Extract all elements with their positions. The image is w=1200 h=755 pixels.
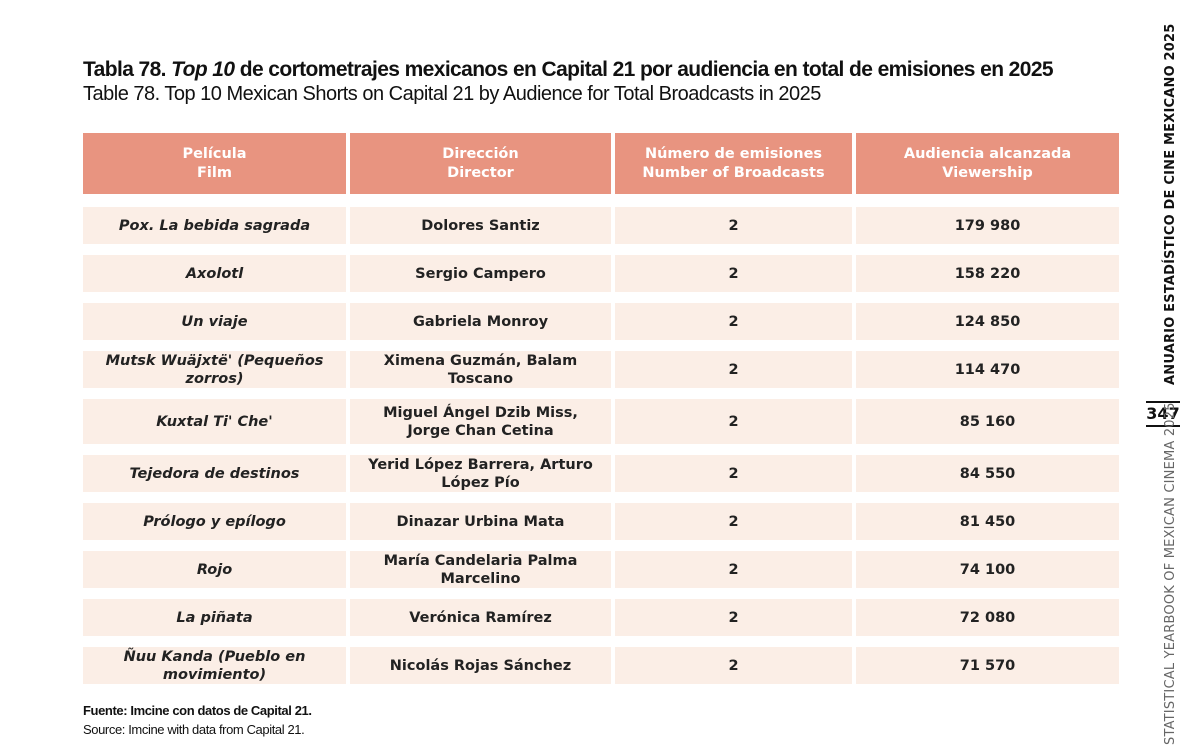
director-line: Yerid López Barrera, Arturo López Pío: [368, 456, 593, 491]
director-cell: Dinazar Urbina Mata: [350, 503, 611, 540]
broadcasts-cell: 2: [615, 351, 852, 388]
director-line: Dinazar Urbina Mata: [396, 513, 565, 530]
film-cell: Kuxtal Ti' Che': [83, 399, 346, 444]
director-cell: Dolores Santiz: [350, 207, 611, 244]
director-line: María Candelaria Palma Marcelino: [383, 552, 578, 587]
viewership-cell: 84 550: [856, 455, 1119, 492]
broadcasts-cell: 2: [615, 303, 852, 340]
header-broadcasts-en: Number of Broadcasts: [642, 164, 825, 181]
viewership-cell: 85 160: [856, 399, 1119, 444]
director-line: Sergio Campero: [415, 265, 546, 282]
viewership-cell: 71 570: [856, 647, 1119, 684]
header-film-es: Película: [182, 145, 247, 162]
page-number-rule-bottom: [1146, 425, 1180, 427]
film-cell: Ñuu Kanda (Pueblo en movimiento): [83, 647, 346, 684]
header-director-en: Director: [447, 164, 514, 181]
source-en: Source: Imcine with data from Capital 21…: [83, 722, 305, 737]
director-line: Verónica Ramírez: [409, 609, 552, 626]
film-cell: Prólogo y epílogo: [83, 503, 346, 540]
director-cell: Verónica Ramírez: [350, 599, 611, 636]
header-viewership-es: Audiencia alcanzada: [903, 145, 1072, 162]
source-note: Fuente: Imcine con datos de Capital 21. …: [83, 701, 312, 739]
film-cell: Tejedora de destinos: [83, 455, 346, 492]
viewership-cell: 74 100: [856, 551, 1119, 588]
viewership-cell: 72 080: [856, 599, 1119, 636]
broadcasts-cell: 2: [615, 255, 852, 292]
director-line: Ximena Guzmán, Balam Toscano: [383, 352, 578, 387]
title-es-prefix: Tabla 78.: [83, 58, 167, 81]
director-line: Dolores Santiz: [421, 217, 540, 234]
film-cell: La piñata: [83, 599, 346, 636]
viewership-cell: 81 450: [856, 503, 1119, 540]
header-film-en: Film: [197, 164, 232, 181]
header-viewership: Audiencia alcanzada Viewership: [856, 133, 1119, 194]
page-number: 347: [1146, 404, 1180, 423]
page-number-rule-top: [1146, 401, 1180, 403]
source-es: Fuente: Imcine con datos de Capital 21.: [83, 703, 312, 718]
director-line: Jorge Chan Cetina: [407, 422, 554, 439]
director-cell: María Candelaria Palma Marcelino: [350, 551, 611, 588]
table-title-en: Table 78. Top 10 Mexican Shorts on Capit…: [83, 83, 821, 105]
director-line: Nicolás Rojas Sánchez: [389, 657, 572, 674]
film-cell: Pox. La bebida sagrada: [83, 207, 346, 244]
title-es-rest: de cortometrajes mexicanos en Capital 21…: [239, 58, 1054, 81]
broadcasts-cell: 2: [615, 207, 852, 244]
director-cell: Gabriela Monroy: [350, 303, 611, 340]
sidebar-title-es: ANUARIO ESTADÍSTICO DE CINE MEXICANO 202…: [1163, 23, 1178, 385]
header-film: Película Film: [83, 133, 346, 194]
director-cell: Ximena Guzmán, Balam Toscano: [350, 351, 611, 388]
broadcasts-cell: 2: [615, 599, 852, 636]
data-table: Película Film Dirección Director Número …: [83, 133, 1119, 684]
director-cell: Yerid López Barrera, Arturo López Pío: [350, 455, 611, 492]
viewership-cell: 114 470: [856, 351, 1119, 388]
broadcasts-cell: 2: [615, 399, 852, 444]
director-cell: Sergio Campero: [350, 255, 611, 292]
director-cell: Miguel Ángel Dzib Miss, Jorge Chan Cetina: [350, 399, 611, 444]
film-cell: Rojo: [83, 551, 346, 588]
title-es-italic: Top 10: [171, 58, 235, 81]
broadcasts-cell: 2: [615, 455, 852, 492]
viewership-cell: 124 850: [856, 303, 1119, 340]
viewership-cell: 158 220: [856, 255, 1119, 292]
director-line: Miguel Ángel Dzib Miss,: [383, 404, 578, 421]
header-director-es: Dirección: [442, 145, 519, 162]
broadcasts-cell: 2: [615, 503, 852, 540]
film-cell: Mutsk Wuäjxtë' (Pequeños zorros): [83, 351, 346, 388]
header-broadcasts-es: Número de emisiones: [644, 145, 823, 162]
broadcasts-cell: 2: [615, 551, 852, 588]
film-cell: Axolotl: [83, 255, 346, 292]
sidebar-title-en: STATISTICAL YEARBOOK OF MEXICAN CINEMA 2…: [1163, 402, 1178, 745]
director-line: Gabriela Monroy: [412, 313, 549, 330]
viewership-cell: 179 980: [856, 207, 1119, 244]
director-cell: Nicolás Rojas Sánchez: [350, 647, 611, 684]
film-cell: Un viaje: [83, 303, 346, 340]
broadcasts-cell: 2: [615, 647, 852, 684]
table-title-es: Tabla 78. Top 10 de cortometrajes mexica…: [83, 58, 1054, 82]
header-director: Dirección Director: [350, 133, 611, 194]
header-broadcasts: Número de emisiones Number of Broadcasts: [615, 133, 852, 194]
header-viewership-en: Viewership: [942, 164, 1033, 181]
